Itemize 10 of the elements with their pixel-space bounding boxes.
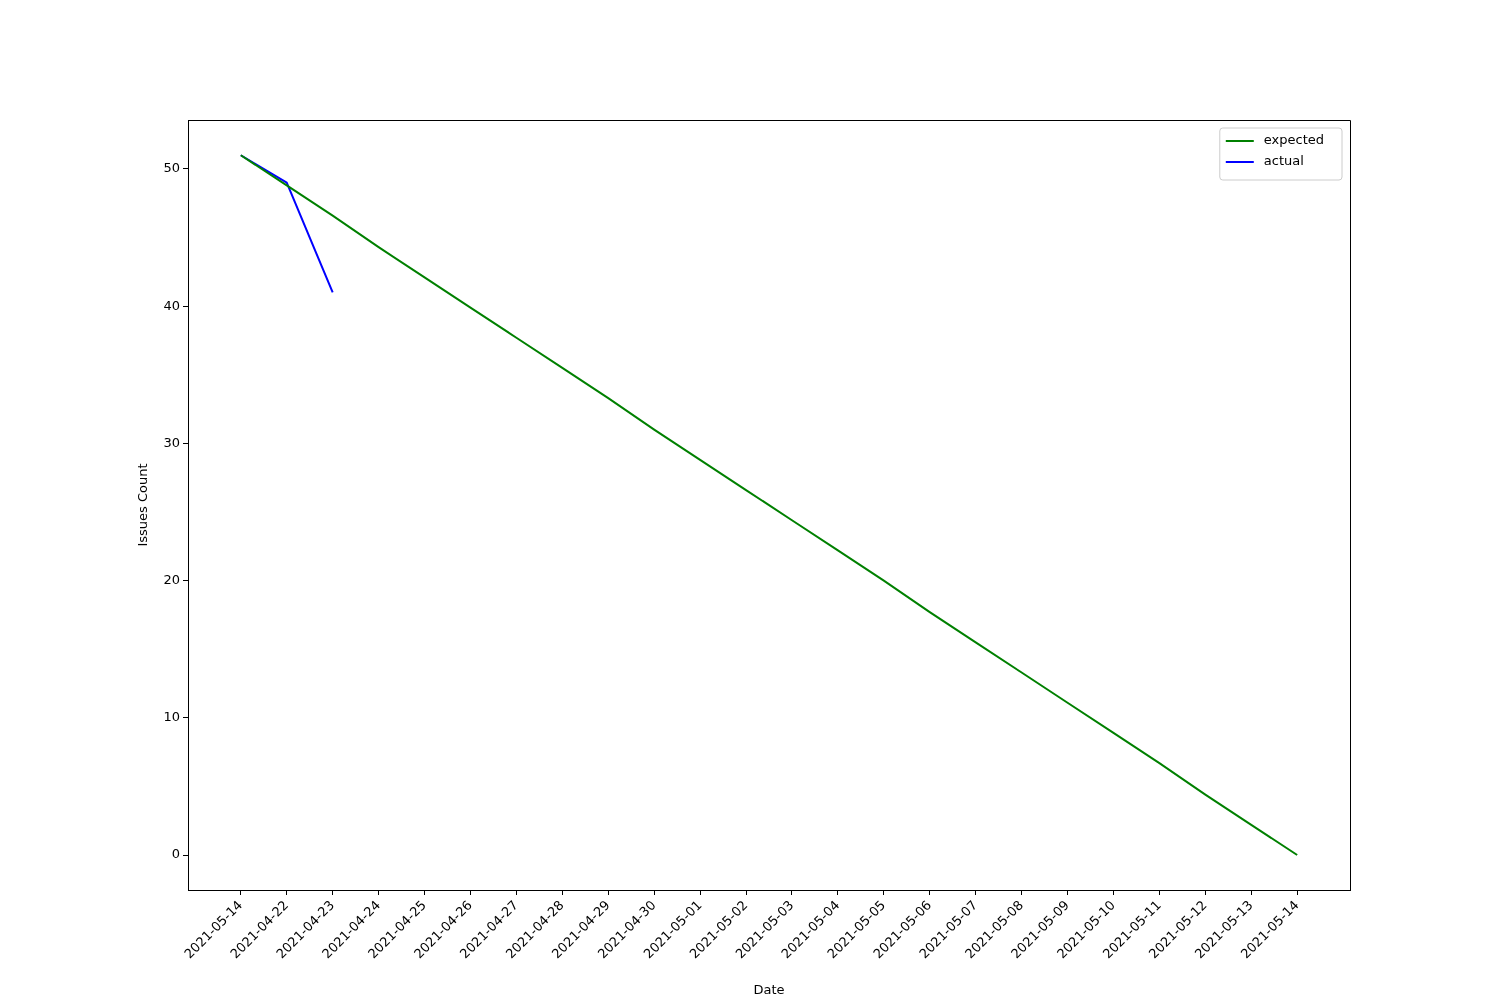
x-axis-title: Date <box>753 981 785 997</box>
y-tick-label: 50 <box>163 160 180 176</box>
y-tick-label: 30 <box>163 434 180 450</box>
legend-label: actual <box>1263 153 1304 169</box>
y-tick-label: 40 <box>163 297 180 313</box>
y-tick-label: 10 <box>163 709 180 725</box>
y-tick-label: 20 <box>163 571 180 587</box>
legend-label: expected <box>1263 132 1325 148</box>
y-axis-title: Issues Count <box>135 463 151 547</box>
y-tick-label: 0 <box>171 846 180 862</box>
